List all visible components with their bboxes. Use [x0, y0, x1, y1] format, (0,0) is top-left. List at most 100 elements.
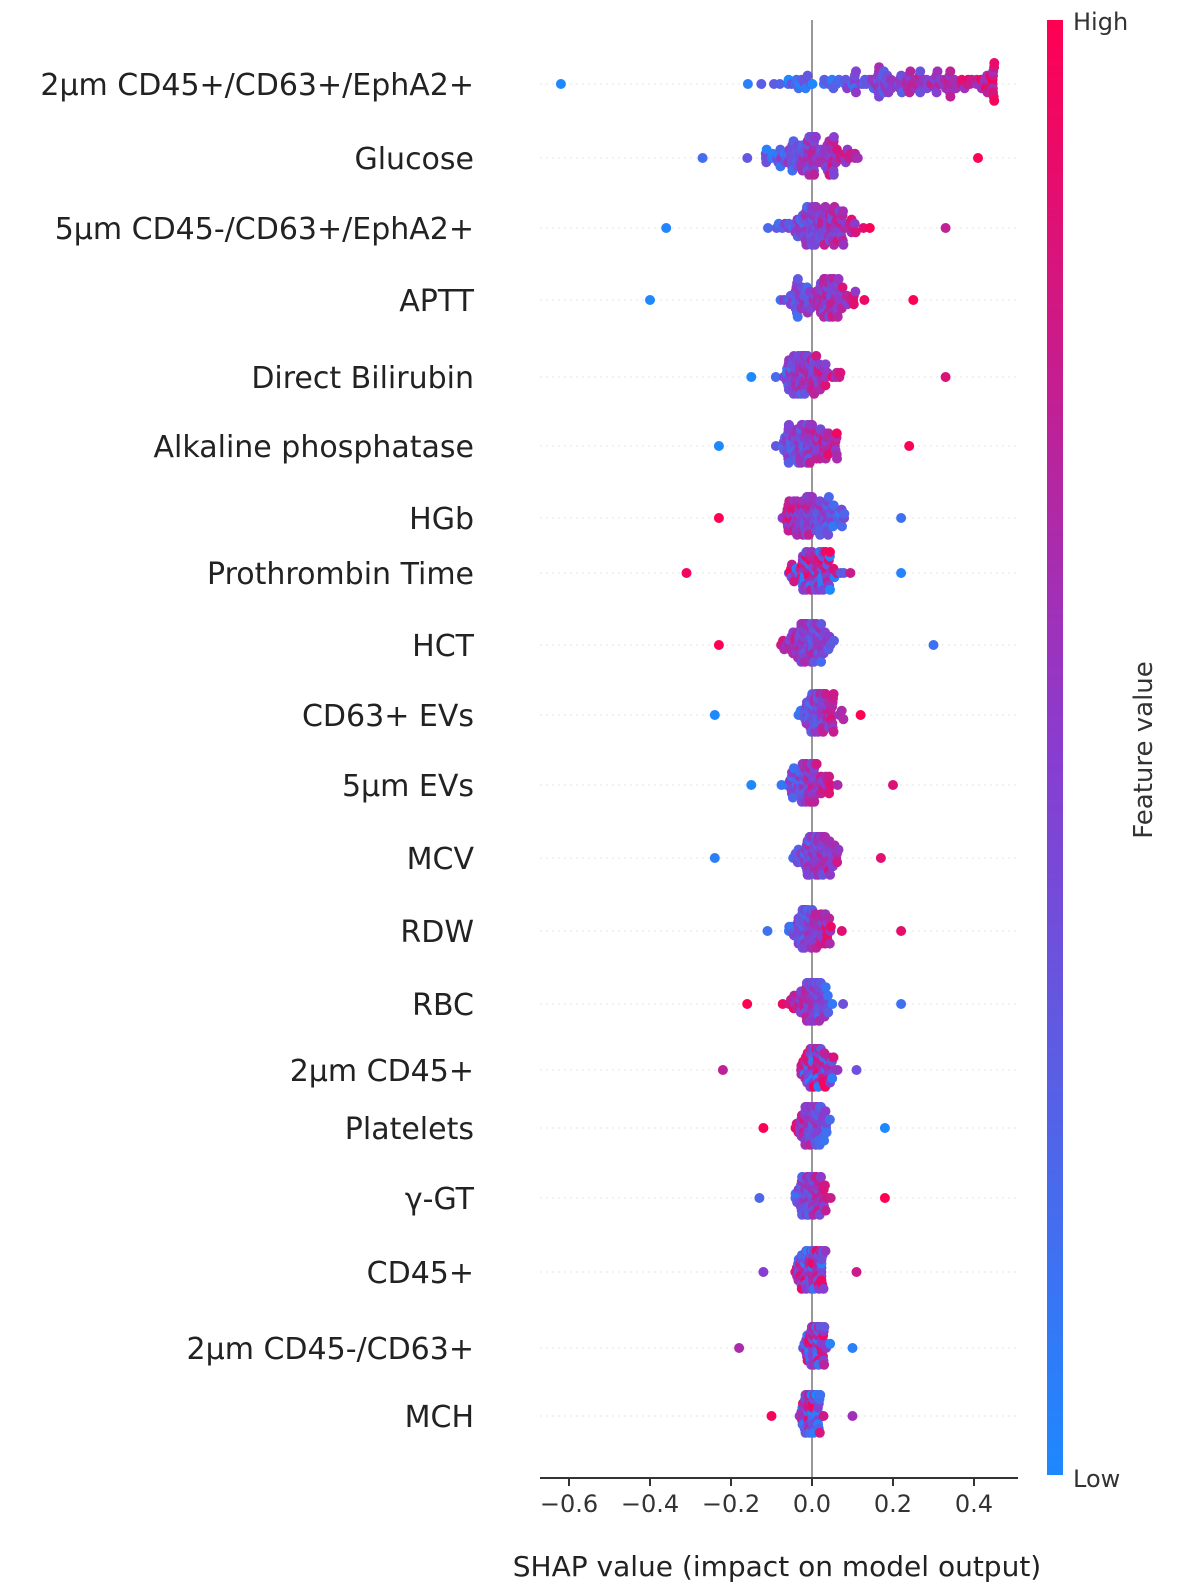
shap-point: [823, 1007, 834, 1018]
shap-point: [847, 1343, 858, 1353]
shap-point: [819, 1135, 830, 1146]
shap-point: [820, 202, 831, 212]
shap-point: [864, 223, 875, 233]
shap-point: [859, 295, 870, 305]
shap-point: [879, 1193, 890, 1203]
feature-label: APTT: [399, 284, 474, 319]
shap-point: [811, 759, 822, 769]
shap-point: [742, 999, 753, 1009]
shap-point: [845, 568, 856, 578]
feature-label: RDW: [400, 915, 474, 950]
shap-point: [875, 853, 886, 863]
shap-point: [928, 640, 939, 650]
shap-point: [742, 79, 753, 89]
feature-labels: 2μm CD45+/CD63+/EphA2+ Glucose 5μm CD45-/C…: [40, 68, 474, 1435]
shap-point: [825, 547, 835, 557]
shap-point: [825, 780, 836, 790]
shap-point: [827, 999, 838, 1009]
feature-label: HGb: [409, 502, 474, 537]
shap-point: [815, 1390, 826, 1400]
feature-label: Platelets: [345, 1112, 474, 1147]
shap-point: [713, 441, 724, 451]
shap-point: [829, 635, 839, 646]
shap-point: [770, 441, 781, 451]
shap-point: [838, 999, 849, 1009]
shap-point: [827, 1073, 838, 1084]
shap-point: [717, 1065, 728, 1075]
shap-point: [832, 144, 842, 155]
x-axis-ticks: −0.6 −0.4 −0.2 0.0 0.2 0.4: [540, 1478, 993, 1518]
shap-point: [763, 223, 773, 233]
shap-point: [851, 1267, 862, 1277]
feature-label: 5μm CD45-/CD63+/EphA2+: [55, 212, 474, 247]
x-tick-label: 0.2: [874, 1490, 912, 1518]
shap-point: [850, 227, 861, 238]
shap-point: [810, 132, 821, 142]
shap-point: [815, 1172, 826, 1182]
shap-point: [823, 529, 834, 540]
shap-point: [908, 295, 919, 305]
shap-point: [832, 1065, 843, 1075]
shap-point: [742, 153, 753, 163]
shap-point: [832, 453, 842, 464]
shap-point: [828, 169, 839, 180]
feature-label: MCV: [407, 842, 475, 877]
shap-point: [811, 351, 822, 361]
shap-point: [814, 1427, 825, 1438]
shap-point: [835, 367, 846, 378]
shap-point: [838, 206, 848, 217]
shap-point: [837, 521, 847, 532]
shap-point: [824, 1114, 835, 1125]
shap-point: [804, 529, 814, 540]
shap-point: [824, 771, 835, 782]
shap-point: [825, 921, 836, 932]
shap-point: [807, 492, 818, 502]
shap-point: [697, 153, 708, 163]
shap-point: [851, 66, 861, 77]
shap-point: [820, 1106, 831, 1117]
shap-point: [905, 66, 916, 77]
feature-label: CD45+: [367, 1256, 474, 1291]
shap-point: [848, 299, 859, 310]
shap-point: [855, 710, 866, 720]
shap-point: [932, 66, 943, 77]
shap-point: [879, 1123, 890, 1133]
x-tick-label: −0.2: [702, 1490, 760, 1518]
shap-point: [792, 274, 803, 284]
feature-label: CD63+ EVs: [302, 699, 474, 734]
shap-point: [783, 457, 794, 468]
shap-point: [746, 372, 757, 382]
shap-point: [770, 372, 781, 382]
feature-label: RBC: [412, 988, 474, 1023]
shap-point: [807, 420, 817, 430]
shap-point: [818, 1283, 829, 1294]
shap-point: [838, 714, 849, 725]
feature-label: Prothrombin Time: [207, 557, 474, 592]
shap-point: [661, 223, 672, 233]
colorbar-high-label: High: [1073, 8, 1128, 36]
shap-point: [823, 428, 834, 439]
shap-point: [758, 1267, 769, 1277]
shap-point: [824, 913, 835, 924]
colorbar: [1047, 20, 1063, 1475]
shap-point: [836, 926, 847, 936]
shap-point: [973, 153, 983, 163]
shap-point: [784, 420, 795, 430]
shap-point: [823, 492, 834, 502]
shap-point: [828, 500, 839, 511]
shap-point: [709, 710, 720, 720]
row-gridlines: [540, 83, 1018, 1417]
shap-point: [824, 788, 835, 799]
shap-point: [904, 441, 915, 451]
shap-point: [828, 689, 839, 699]
shap-point: [849, 218, 860, 229]
shap-point: [945, 66, 956, 77]
shap-point: [896, 568, 907, 578]
shap-point: [828, 726, 839, 737]
shap-point: [681, 568, 692, 578]
shap-point: [819, 1180, 830, 1191]
shap-point: [839, 508, 850, 519]
shap-point: [831, 428, 842, 439]
feature-label: HCT: [412, 629, 475, 664]
shap-point: [931, 87, 942, 98]
